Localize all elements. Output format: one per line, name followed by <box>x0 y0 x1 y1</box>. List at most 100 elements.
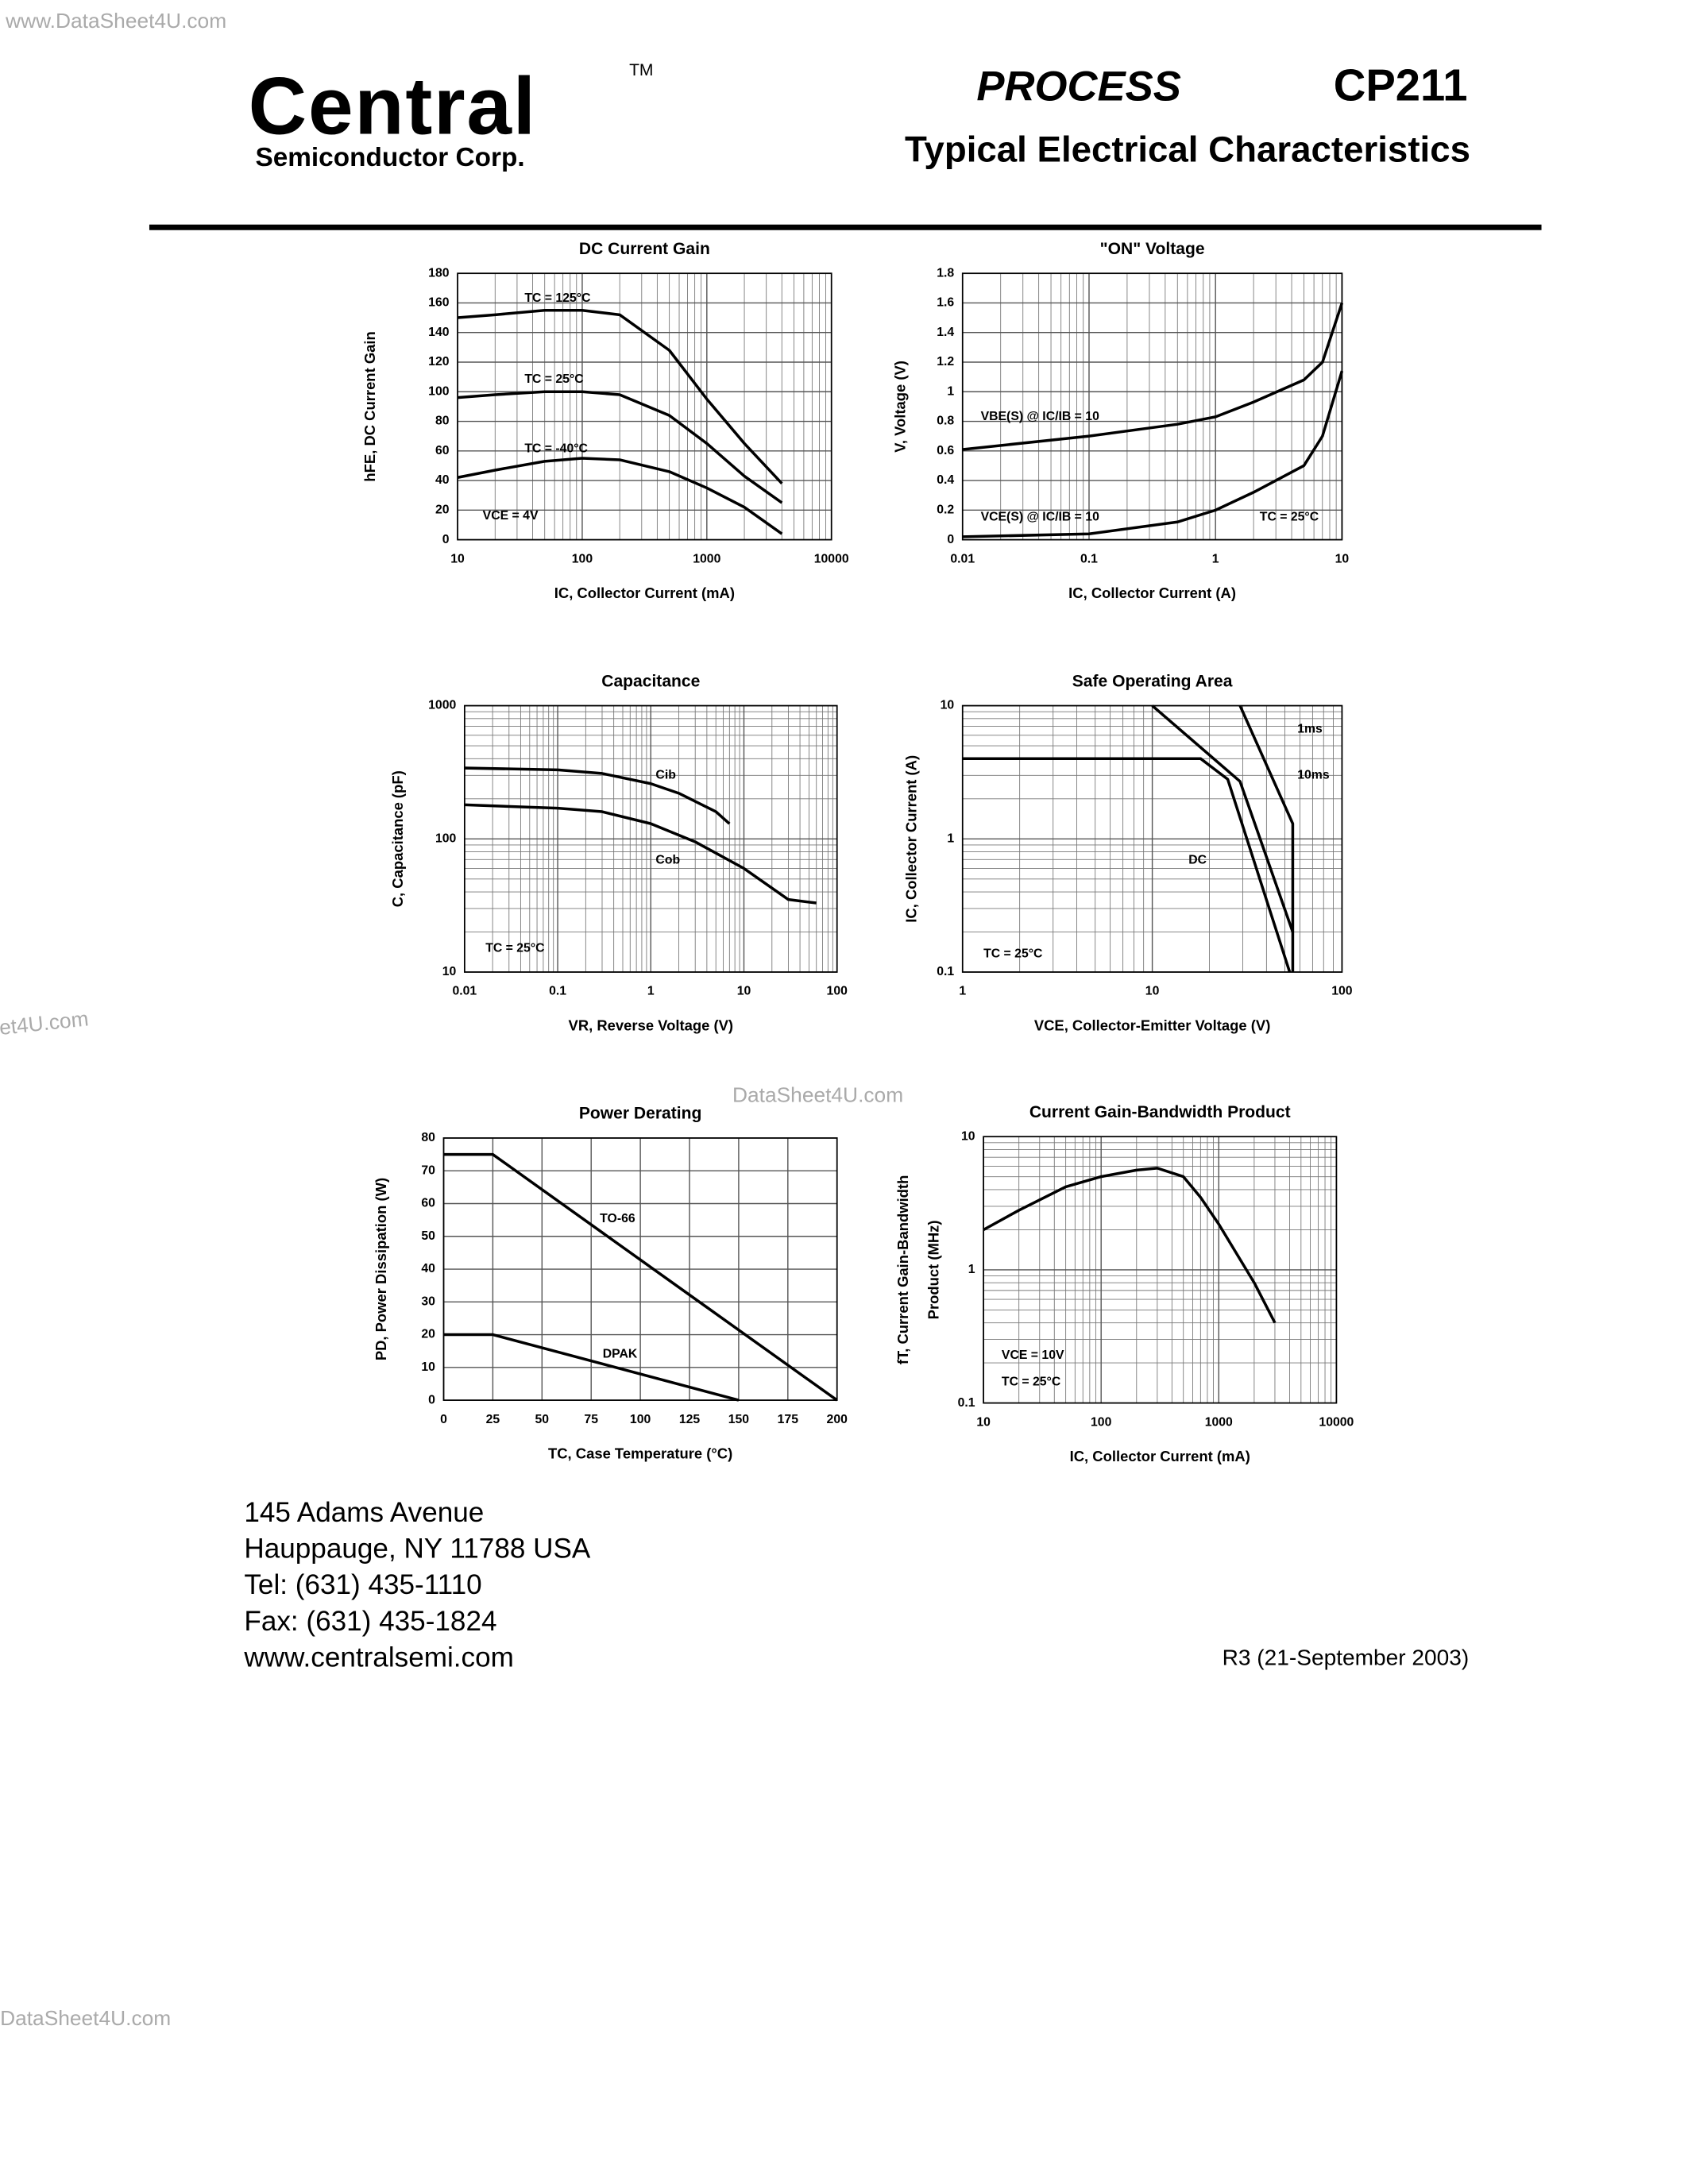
curve <box>962 757 1292 973</box>
x-axis-label: IC, Collector Current (mA) <box>1070 1448 1250 1464</box>
trademark: TM <box>629 61 653 79</box>
y-tick-label: 140 <box>428 326 450 339</box>
plot-frame <box>983 1136 1338 1404</box>
page-title: Typical Electrical Characteristics <box>905 129 1470 170</box>
x-tick-label: 0.01 <box>452 985 477 998</box>
y-tick-label: 20 <box>421 1328 435 1341</box>
y-tick-label: 10 <box>941 699 955 712</box>
curve-label: TC = 125°C <box>524 291 590 305</box>
y-tick-label: 100 <box>428 384 450 398</box>
chart: 10 100 1000 10000 0 20 40 60 80 100 120 140 160 180 DC… <box>361 240 849 601</box>
x-tick-label: 100 <box>827 985 848 998</box>
x-axis-label: VR, Reverse Voltage (V) <box>569 1017 733 1033</box>
annotation: TC = 25°C <box>485 941 544 955</box>
x-tick-label: 10 <box>1145 985 1160 998</box>
curve <box>962 370 1344 538</box>
y-tick-label: 120 <box>428 355 450 369</box>
y-tick-label: 1 <box>968 1263 975 1276</box>
y-axis-label: fT, Current Gain-Bandwidth <box>894 1175 911 1364</box>
y-tick-label: 0.6 <box>937 444 954 457</box>
y-tick-label: 40 <box>435 473 450 487</box>
charts: 10 100 1000 10000020406080100120140160180DC… <box>361 240 1354 1464</box>
revision: R3 (21-September 2003) <box>1223 1646 1470 1670</box>
y-tick-label: 1.4 <box>937 326 954 339</box>
chart-title: "ON" Voltage <box>1100 240 1205 258</box>
y-axis-label: IC, Collector Current (A) <box>902 755 919 923</box>
x-tick-label: 125 <box>679 1413 701 1426</box>
y-tick-label: 1 <box>947 832 954 845</box>
watermark: www.DataSheet4U.com <box>5 9 226 33</box>
y-tick-label: 100 <box>435 832 457 845</box>
chart: 10 100 1000 10000 0.1 1 10 Current Gain-Bandwid… <box>894 1103 1354 1464</box>
annotation: TC = 25°C <box>1002 1375 1060 1388</box>
curve <box>962 302 1344 451</box>
y-tick-label: 1.2 <box>937 355 954 369</box>
y-tick-label: 80 <box>435 415 450 428</box>
y-axis-label: Product (MHz) <box>925 1220 942 1319</box>
plot-frame <box>457 272 832 541</box>
annotation: VCE = 10V <box>1002 1349 1064 1362</box>
x-tick-label: 0.01 <box>950 552 975 565</box>
company: Semiconductor Corp. <box>255 143 524 172</box>
address-line: Fax: (631) 435-1824 <box>244 1606 496 1637</box>
x-axis-label: IC, Collector Current (A) <box>1068 585 1236 601</box>
x-tick-label: 1000 <box>693 552 720 565</box>
process-label: PROCESS <box>976 63 1181 110</box>
y-tick-label: 1.8 <box>937 266 954 280</box>
curve <box>443 1333 740 1402</box>
curve <box>464 803 817 905</box>
x-tick-label: 10 <box>1335 552 1350 565</box>
curve <box>457 308 783 485</box>
curve <box>457 390 783 504</box>
chart: 1 10 100 0.1 1 10 Safe Operating Area VCE, Coll… <box>902 672 1352 1033</box>
y-tick-label: 50 <box>421 1229 435 1243</box>
curve-label: TC = -40°C <box>524 442 588 456</box>
address-line: 145 Adams Avenue <box>244 1497 484 1528</box>
x-tick-label: 0.1 <box>1080 552 1098 565</box>
chart: 0 25 50 75 100 125 150 175 200 0 10 20 30 40 50 60 70 80 P… <box>373 1105 848 1462</box>
y-tick-label: 1000 <box>428 699 456 712</box>
plot-frame <box>442 1137 838 1401</box>
curve <box>443 1152 838 1402</box>
y-tick-label: 40 <box>421 1262 435 1275</box>
x-axis-label: IC, Collector Current (mA) <box>554 585 735 601</box>
chart: 0.01 0.1 1 10 100 10 100 1000 Capacitance VR, Rev… <box>389 672 848 1033</box>
x-tick-label: 100 <box>1091 1415 1112 1429</box>
x-tick-label: 1 <box>1212 552 1219 565</box>
y-tick-label: 10 <box>421 1360 435 1374</box>
x-tick-label: 10 <box>450 552 465 565</box>
y-tick-label: 0 <box>428 1393 435 1406</box>
y-tick-label: 0.2 <box>937 504 954 517</box>
y-tick-label: 80 <box>421 1131 435 1144</box>
curve-label: 10ms <box>1297 769 1330 782</box>
curve-label: DPAK <box>603 1347 638 1360</box>
annotation: TC = 25°C <box>983 947 1042 960</box>
curve-label: Cob <box>655 854 680 867</box>
x-tick-label: 1 <box>959 985 966 998</box>
x-tick-label: 10000 <box>814 552 849 565</box>
y-tick-label: 20 <box>435 504 450 517</box>
curve <box>1151 704 1295 933</box>
watermark: et4U.com <box>0 1006 90 1040</box>
x-tick-label: 10 <box>737 985 751 998</box>
part-number: CP211 <box>1334 60 1468 110</box>
curve-label: VCE(S) @ IC/IB = 10 <box>981 511 1099 524</box>
chart-title: DC Current Gain <box>579 240 710 258</box>
y-tick-label: 70 <box>421 1163 435 1177</box>
curve-label: 1ms <box>1297 723 1323 736</box>
curve <box>464 766 731 825</box>
x-axis-label: VCE, Collector-Emitter Voltage (V) <box>1034 1017 1271 1033</box>
x-axis-label: TC, Case Temperature (°C) <box>548 1445 732 1461</box>
curve <box>1238 704 1295 972</box>
x-tick-label: 100 <box>1331 985 1353 998</box>
y-tick-label: 0.1 <box>937 965 954 978</box>
watermark: DataSheet4U.com <box>0 2006 171 2030</box>
x-tick-label: 10 <box>976 1415 991 1429</box>
y-tick-label: 1 <box>947 384 954 398</box>
y-tick-label: 1.6 <box>937 296 954 310</box>
curve-label: TC = 25°C <box>524 372 583 386</box>
y-axis-label: C, Capacitance (pF) <box>389 770 406 907</box>
x-tick-label: 75 <box>584 1413 598 1426</box>
